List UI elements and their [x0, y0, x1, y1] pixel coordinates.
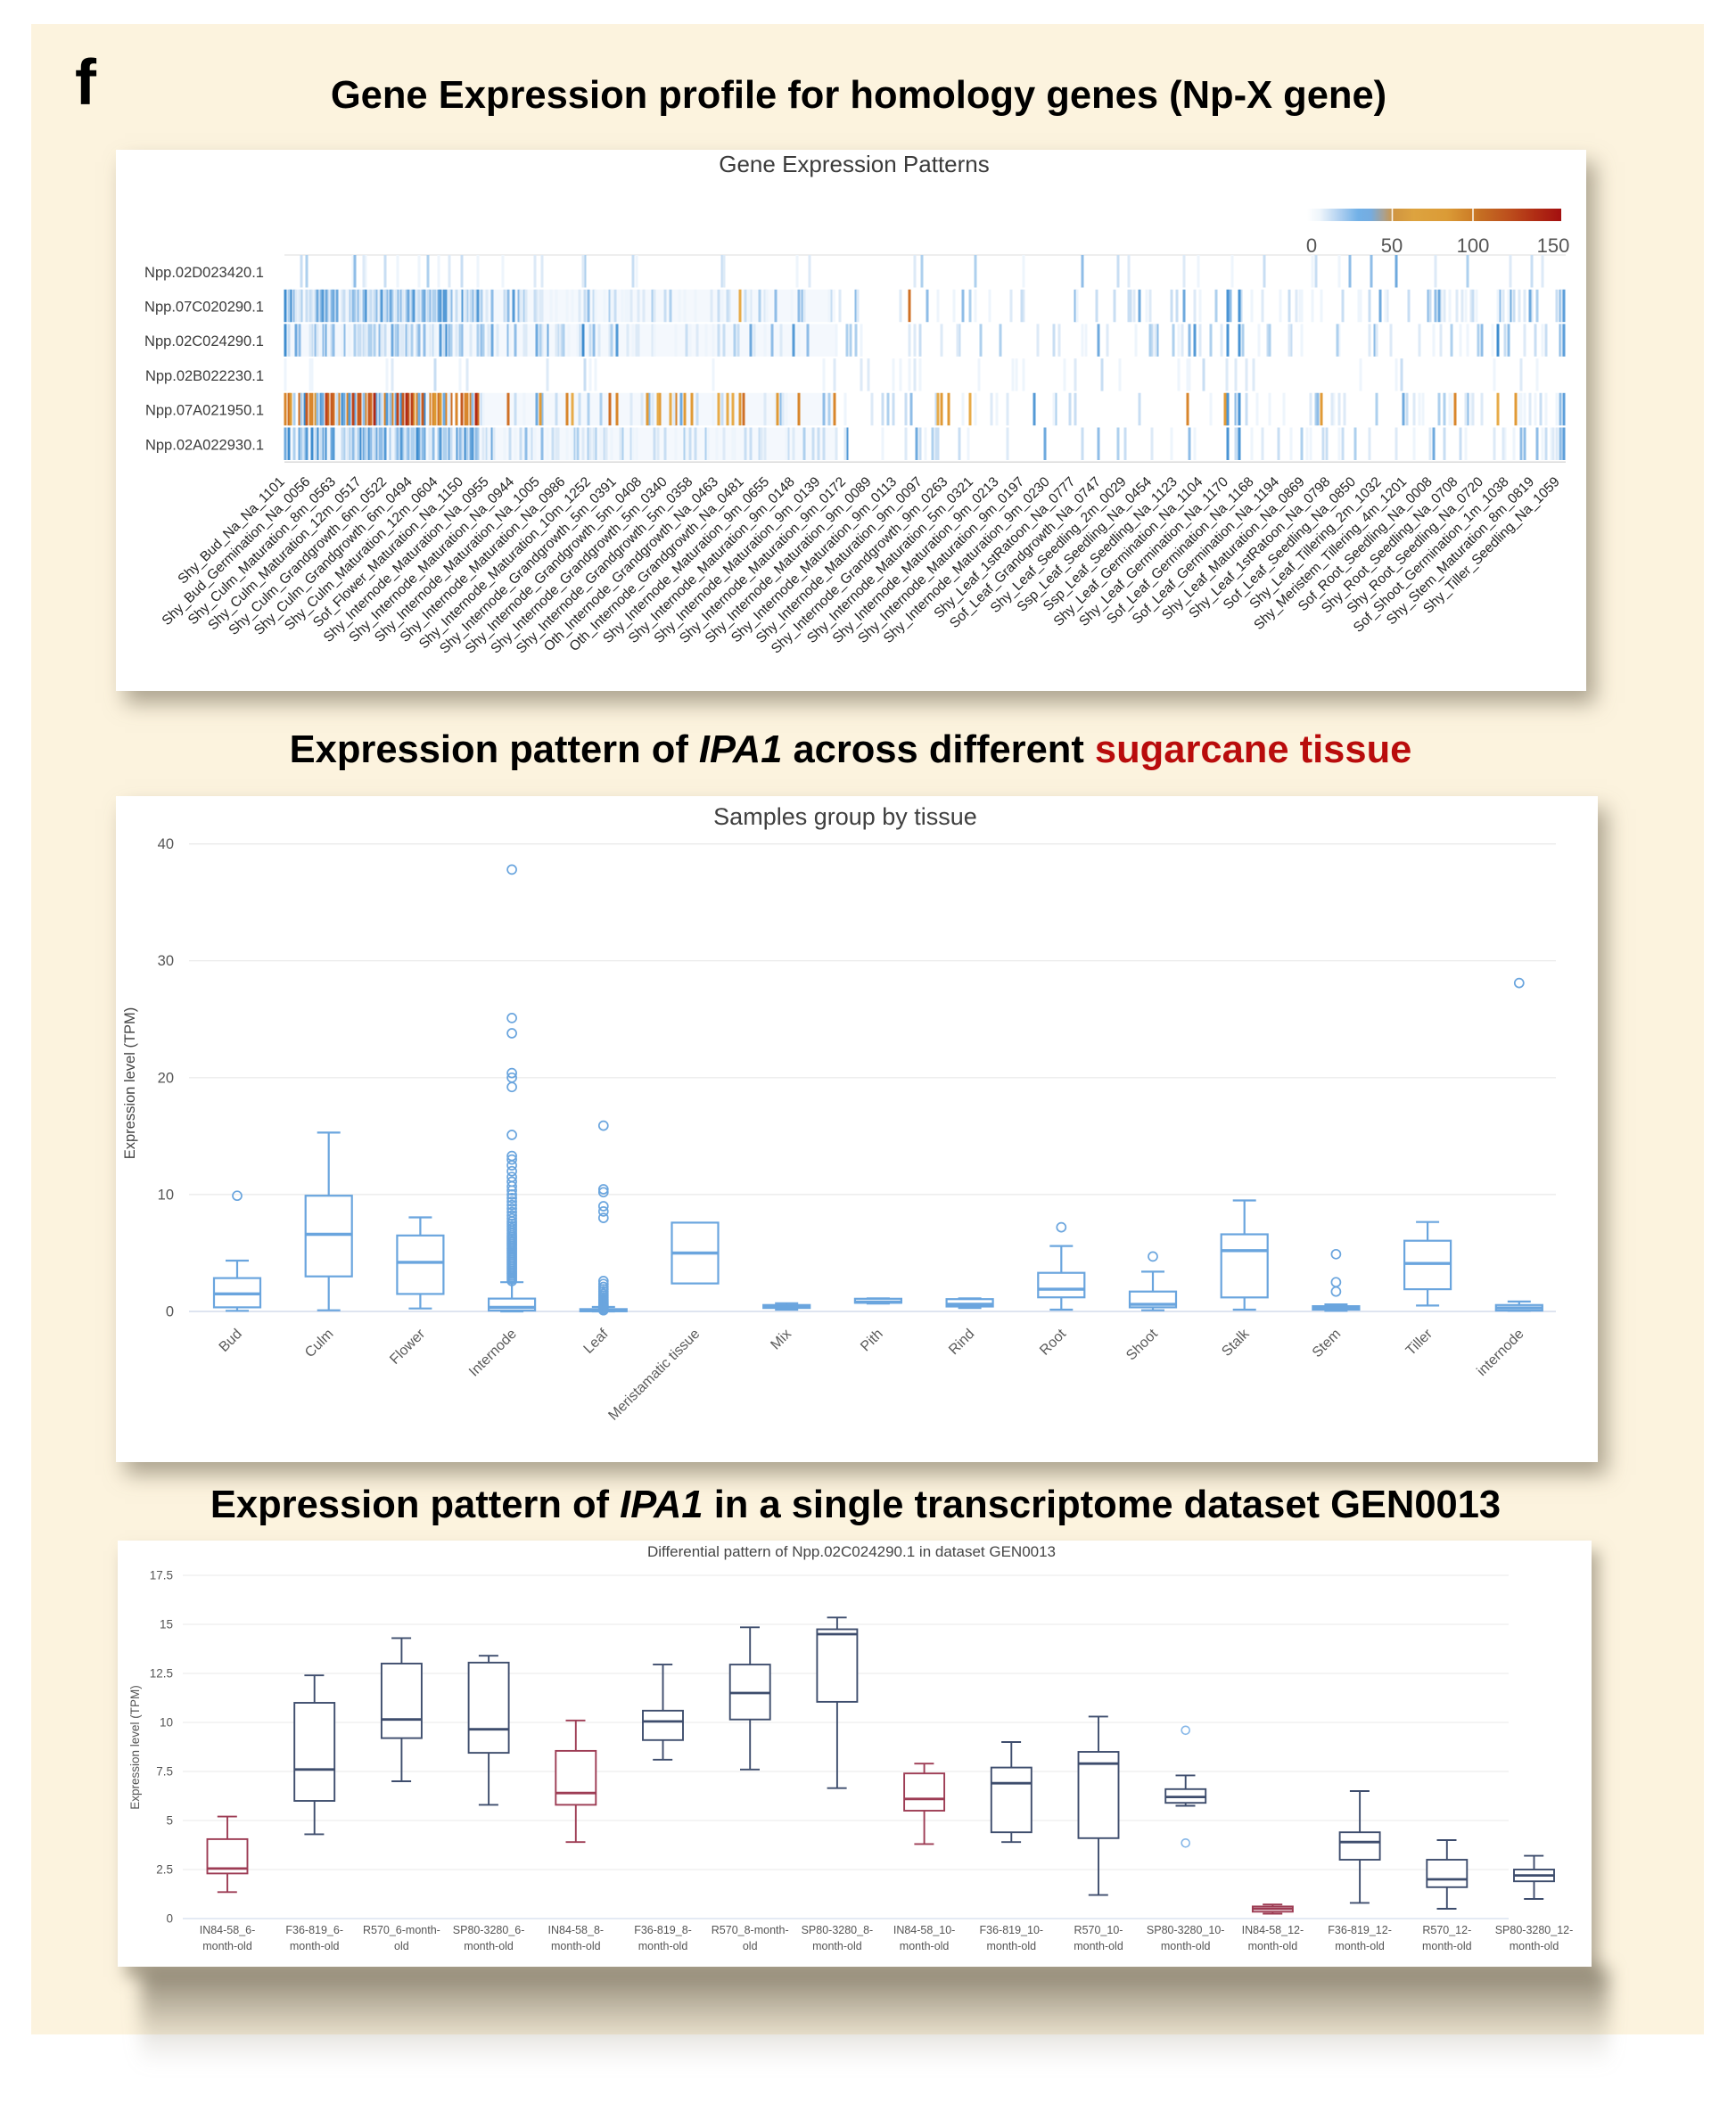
svg-text:month-old: month-old [638, 1940, 688, 1952]
svg-text:old: old [394, 1940, 409, 1952]
svg-text:Flower: Flower [387, 1326, 428, 1367]
svg-text:month-old: month-old [812, 1940, 862, 1952]
svg-text:20: 20 [158, 1070, 174, 1086]
svg-text:month-old: month-old [551, 1940, 601, 1952]
svg-text:Rind: Rind [946, 1327, 977, 1358]
svg-text:R570_12-: R570_12- [1422, 1924, 1471, 1936]
svg-text:R570_10-: R570_10- [1074, 1924, 1123, 1936]
svg-text:internode: internode [1474, 1327, 1526, 1379]
svg-text:40: 40 [158, 836, 174, 852]
svg-text:Bud: Bud [217, 1327, 245, 1355]
svg-text:R570_6-month-: R570_6-month- [363, 1924, 440, 1936]
svg-text:month-old: month-old [464, 1940, 514, 1952]
svg-text:0: 0 [1306, 234, 1317, 257]
svg-text:old: old [743, 1940, 758, 1952]
svg-text:Npp.07C020290.1: Npp.07C020290.1 [144, 300, 264, 316]
svg-text:10: 10 [160, 1716, 173, 1730]
svg-text:Shoot: Shoot [1123, 1326, 1161, 1363]
svg-text:Expression level (TPM): Expression level (TPM) [122, 1007, 138, 1160]
svg-text:F36-819_6-: F36-819_6- [285, 1924, 343, 1936]
svg-text:Meristamatic tissue: Meristamatic tissue [605, 1327, 703, 1424]
svg-text:month-old: month-old [987, 1940, 1037, 1952]
svg-text:month-old: month-old [290, 1940, 340, 1952]
svg-text:Stalk: Stalk [1219, 1326, 1253, 1360]
svg-text:30: 30 [158, 953, 174, 969]
svg-text:2.5: 2.5 [156, 1863, 173, 1877]
svg-text:50: 50 [1381, 234, 1403, 257]
svg-text:Root: Root [1037, 1326, 1069, 1358]
svg-text:SP80-3280_8-: SP80-3280_8- [802, 1924, 874, 1936]
svg-text:150: 150 [1537, 234, 1570, 257]
svg-text:Npp.02C024290.1: Npp.02C024290.1 [144, 333, 264, 349]
svg-text:12.5: 12.5 [150, 1667, 173, 1681]
svg-text:Tiller: Tiller [1403, 1326, 1436, 1359]
svg-text:Npp.07A021950.1: Npp.07A021950.1 [145, 403, 264, 419]
svg-text:Mix: Mix [768, 1327, 794, 1353]
svg-text:Npp.02D023420.1: Npp.02D023420.1 [144, 265, 264, 281]
svg-text:SP80-3280_10-: SP80-3280_10- [1147, 1924, 1225, 1936]
svg-text:Stem: Stem [1310, 1327, 1344, 1360]
svg-text:Gene Expression Patterns: Gene Expression Patterns [719, 151, 990, 177]
svg-text:Differential pattern of Npp.02: Differential pattern of Npp.02C024290.1 … [647, 1543, 1056, 1560]
svg-text:month-old: month-old [1335, 1940, 1385, 1952]
svg-text:Expression level (TPM): Expression level (TPM) [128, 1685, 142, 1810]
svg-text:Npp.02B022230.1: Npp.02B022230.1 [145, 368, 264, 384]
svg-text:17.5: 17.5 [150, 1569, 173, 1582]
svg-text:15: 15 [160, 1618, 173, 1631]
svg-text:100: 100 [1457, 234, 1490, 257]
svg-text:month-old: month-old [1161, 1940, 1211, 1952]
svg-text:month-old: month-old [1074, 1940, 1123, 1952]
svg-text:month-old: month-old [1510, 1940, 1559, 1952]
svg-text:SP80-3280_12-: SP80-3280_12- [1495, 1924, 1574, 1936]
svg-text:Leaf: Leaf [581, 1326, 612, 1356]
svg-text:month-old: month-old [1422, 1940, 1472, 1952]
svg-text:0: 0 [166, 1304, 174, 1320]
svg-text:F36-819_8-: F36-819_8- [634, 1924, 692, 1936]
svg-text:IN84-58_10-: IN84-58_10- [893, 1924, 956, 1936]
svg-text:F36-819_10-: F36-819_10- [980, 1924, 1044, 1936]
svg-text:10: 10 [158, 1187, 174, 1203]
svg-text:month-old: month-old [1248, 1940, 1298, 1952]
svg-text:month-old: month-old [900, 1940, 950, 1952]
svg-text:Samples group by tissue: Samples group by tissue [713, 803, 977, 830]
svg-text:F36-819_12-: F36-819_12- [1328, 1924, 1392, 1936]
svg-text:7.5: 7.5 [156, 1765, 173, 1779]
svg-text:IN84-58_12-: IN84-58_12- [1242, 1924, 1304, 1936]
svg-text:Culm: Culm [302, 1327, 336, 1360]
svg-text:month-old: month-old [202, 1940, 252, 1952]
svg-text:Npp.02A022930.1: Npp.02A022930.1 [145, 437, 264, 453]
svg-text:Internode: Internode [466, 1327, 520, 1380]
svg-text:5: 5 [166, 1814, 173, 1828]
svg-text:0: 0 [166, 1912, 173, 1926]
svg-text:SP80-3280_6-: SP80-3280_6- [453, 1924, 525, 1936]
svg-text:Pith: Pith [858, 1327, 886, 1355]
svg-text:R570_8-month-: R570_8-month- [712, 1924, 789, 1936]
svg-text:IN84-58_8-: IN84-58_8- [548, 1924, 605, 1936]
svg-text:IN84-58_6-: IN84-58_6- [200, 1924, 256, 1936]
